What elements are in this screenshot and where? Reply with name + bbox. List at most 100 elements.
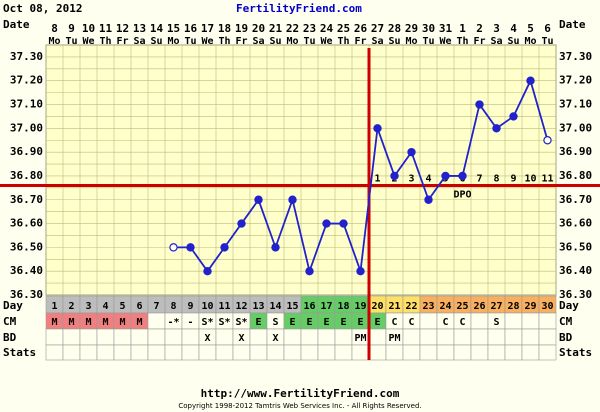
- cell-stats: [300, 344, 319, 361]
- y-tick-left: 37.10: [10, 98, 43, 111]
- dpo-label: 4: [425, 173, 431, 184]
- dpo-label: 11: [541, 173, 553, 184]
- temp-point: [492, 124, 501, 133]
- y-tick-left: 36.70: [10, 193, 43, 206]
- dpo-label: 10: [524, 173, 536, 184]
- day-value: 27: [490, 301, 502, 312]
- weekday-label: Mo: [48, 36, 60, 47]
- date-label: 4: [510, 22, 517, 35]
- cm-value: S*: [218, 317, 230, 328]
- row-label-day-right: Day: [559, 299, 579, 312]
- cm-value: S*: [235, 317, 247, 328]
- temp-point: [186, 243, 195, 252]
- y-tick-right: 37.10: [559, 98, 592, 111]
- cell-stats: [147, 344, 166, 361]
- temp-point: [288, 195, 297, 204]
- weekday-label: Tu: [422, 36, 434, 47]
- day-value: 26: [473, 301, 485, 312]
- site-link[interactable]: FertilityFriend.com: [236, 2, 362, 15]
- day-value: 11: [218, 301, 230, 312]
- cm-value: E: [340, 317, 346, 328]
- cell-stats: [113, 344, 132, 361]
- day-value: 25: [456, 301, 468, 312]
- row-label-stats: Stats: [3, 346, 36, 359]
- cm-value: C: [408, 317, 414, 328]
- temp-point: [220, 243, 229, 252]
- cm-value: C: [391, 317, 397, 328]
- day-value: 29: [524, 301, 536, 312]
- row-label-date: Date: [3, 18, 30, 31]
- cm-value: -*: [167, 317, 179, 328]
- weekday-label: Th: [99, 36, 111, 47]
- cell-stats: [436, 344, 455, 361]
- footer-url[interactable]: http://www.FertilityFriend.com: [200, 387, 400, 400]
- bd-value: X: [238, 333, 244, 344]
- cell-bd: [130, 328, 149, 346]
- temp-point: [526, 76, 535, 85]
- y-tick-left: 36.30: [10, 288, 43, 301]
- cell-bd: [317, 328, 336, 346]
- cell-stats: [181, 344, 200, 361]
- y-tick-right: 36.60: [559, 217, 592, 230]
- cell-bd: [96, 328, 115, 346]
- cm-value: -: [187, 317, 193, 328]
- weekday-label: Th: [456, 36, 468, 47]
- cell-cm: [470, 312, 489, 330]
- weekday-label: We: [439, 36, 451, 47]
- weekday-label: Su: [388, 36, 400, 47]
- row-label-cm: CM: [3, 315, 17, 328]
- cell-stats: [249, 344, 268, 361]
- cell-stats: [538, 344, 557, 361]
- weekday-label: Th: [218, 36, 230, 47]
- cell-bd: [402, 328, 421, 346]
- cell-stats: [130, 344, 149, 361]
- date-label: 13: [133, 22, 146, 35]
- weekday-label: We: [201, 36, 213, 47]
- row-label-cm-right: CM: [559, 315, 573, 328]
- cell-stats: [334, 344, 353, 361]
- cell-bd: [334, 328, 353, 346]
- cell-bd: [147, 328, 166, 346]
- cell-stats: [283, 344, 302, 361]
- day-value: 7: [153, 301, 159, 312]
- date-label: 10: [82, 22, 95, 35]
- temp-point: [254, 195, 263, 204]
- weekday-label: Tu: [65, 36, 77, 47]
- cell-bd: [453, 328, 472, 346]
- cell-cm: [538, 312, 557, 330]
- weekday-label: Tu: [303, 36, 315, 47]
- cell-bd: [368, 328, 387, 346]
- y-tick-right: 36.50: [559, 240, 592, 253]
- temp-point: [271, 243, 280, 252]
- day-value: 13: [252, 301, 264, 312]
- cm-value: M: [102, 317, 108, 328]
- cell-stats: [487, 344, 506, 361]
- date-label: 18: [218, 22, 231, 35]
- cm-value: E: [289, 317, 295, 328]
- day-value: 18: [337, 301, 349, 312]
- weekday-label: Tu: [541, 36, 553, 47]
- y-tick-right: 36.40: [559, 264, 592, 277]
- date-label: 23: [303, 22, 316, 35]
- cm-value: M: [68, 317, 74, 328]
- cm-value: E: [323, 317, 329, 328]
- date-label: 11: [99, 22, 113, 35]
- temp-point: [169, 243, 178, 252]
- cell-stats: [470, 344, 489, 361]
- temp-point: [237, 219, 246, 228]
- date-label: 27: [371, 22, 384, 35]
- y-tick-right: 36.70: [559, 193, 592, 206]
- cm-value: E: [255, 317, 261, 328]
- temp-point: [373, 124, 382, 133]
- y-tick-right: 36.80: [559, 169, 592, 182]
- date-label: 17: [201, 22, 214, 35]
- cell-stats: [453, 344, 472, 361]
- bd-value: PM: [354, 333, 366, 344]
- dpo-label: 7: [476, 173, 482, 184]
- y-tick-left: 36.80: [10, 169, 43, 182]
- day-value: 5: [119, 301, 125, 312]
- date-label: 6: [544, 22, 551, 35]
- cell-stats: [45, 344, 64, 361]
- day-value: 28: [507, 301, 519, 312]
- weekday-label: Mo: [286, 36, 298, 47]
